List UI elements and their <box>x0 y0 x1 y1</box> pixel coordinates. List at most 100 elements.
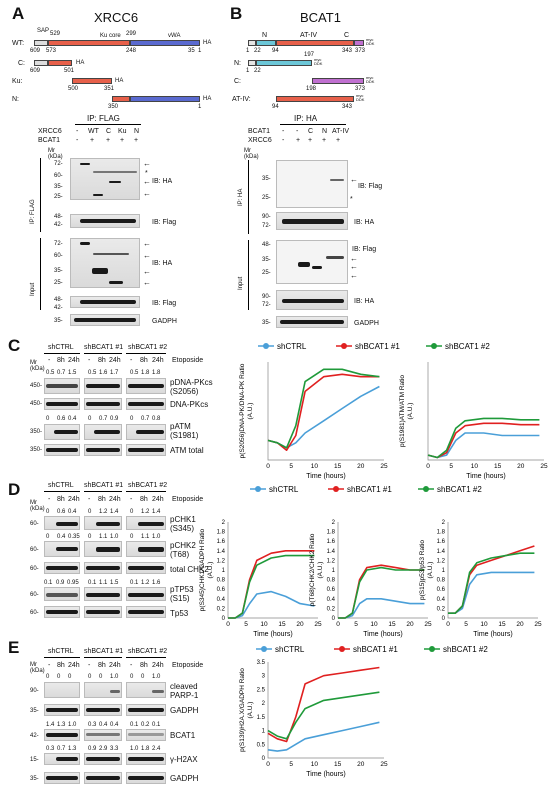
y-tick-label: 1 <box>262 729 266 735</box>
c-grp-line <box>84 353 122 354</box>
c-band <box>86 448 120 452</box>
d-q: 1.0 <box>152 534 161 540</box>
series-line-shbcat1-2 <box>267 691 380 740</box>
b-mk: 90- <box>262 294 271 300</box>
d-band <box>46 593 78 597</box>
arrow-icon: ← <box>143 177 151 186</box>
b-mk: 25- <box>262 195 271 201</box>
a-mk: 48- <box>54 297 63 303</box>
e-etoposide: Etoposide <box>172 662 204 669</box>
x-axis-label: Time (hours) <box>473 631 512 638</box>
c-band <box>46 448 78 452</box>
d-band <box>138 522 164 526</box>
c-band <box>86 384 120 388</box>
e-q: 0.3 <box>46 746 55 752</box>
b-num: 94 <box>272 48 279 54</box>
panel-label-c: C <box>8 336 21 355</box>
a-mk: 42- <box>54 222 63 228</box>
c-t: - <box>48 357 51 364</box>
construct-wt-label: WT: <box>12 40 25 47</box>
legend-label: shCTRL <box>275 645 305 654</box>
d-t: - <box>88 496 91 503</box>
y-tick-label: 1.4 <box>437 549 446 555</box>
legend-label: shBCAT1 #2 <box>437 485 482 494</box>
x-tick-label: 5 <box>449 463 453 470</box>
legend-item: shBCAT1 #2 <box>426 342 490 351</box>
e-band <box>46 776 78 780</box>
e-q: 0.4 <box>99 722 108 728</box>
y-tick-label: 0.6 <box>437 587 446 593</box>
b-ib-4: IB: HA <box>354 298 375 305</box>
wt-num-299: 299 <box>126 31 137 37</box>
e-band <box>56 757 78 761</box>
d-q: 1.5 <box>110 580 119 586</box>
c-mk: 350- <box>30 447 43 453</box>
d-q: 1.6 <box>152 580 161 586</box>
a-ib-5: GADPH <box>152 318 177 325</box>
a-band <box>80 219 136 223</box>
c-label: pATM (S1981) <box>170 422 199 441</box>
x-tick-label: 25 <box>424 621 432 628</box>
b-v: N <box>322 128 328 135</box>
y-axis-label: (A.U.) <box>207 562 214 579</box>
y-axis-label: (A.U.) <box>317 562 324 579</box>
ku-num-500: 500 <box>68 86 79 92</box>
d-q: 0.1 <box>44 580 53 586</box>
d-band <box>96 547 120 552</box>
c-sap <box>34 60 48 66</box>
d-band <box>56 522 78 526</box>
c-group-1: shCTRL <box>48 344 74 351</box>
d-mk: 60- <box>30 547 39 553</box>
b-ib-2: IB: HA <box>354 219 375 226</box>
a-input-bracket <box>40 238 41 310</box>
b-seg <box>276 96 354 102</box>
y-tick-label: 0 <box>442 616 446 622</box>
b-num: 1 <box>246 68 250 74</box>
e-t: - <box>48 662 51 669</box>
d-t: 24h <box>152 496 164 503</box>
c-mk: 350- <box>30 429 43 435</box>
y-tick-label: 0.2 <box>327 606 336 612</box>
b-input-bracket <box>248 240 249 310</box>
y-tick-label: 1.2 <box>327 558 336 564</box>
d-q: 1.1 <box>141 534 150 540</box>
x-tick-label: 15 <box>334 761 342 768</box>
a-blot-input-ha <box>70 238 140 288</box>
b-row-bcat1: BCAT1 <box>248 128 271 135</box>
b-top-at: AT-IV <box>300 32 317 39</box>
x-tick-label: 10 <box>480 621 488 628</box>
legend-label: shBCAT1 #2 <box>443 645 488 654</box>
ku-domain-bar <box>72 78 112 84</box>
line-chart: 0 5 10 15 20 25 0 0.2 0.4 0.6 0.8 1 1.2 1.4 1.6 1.8 2 Tim… <box>419 520 542 638</box>
b-ib-1: IB: Flag <box>358 183 383 190</box>
c-q2: 0.9 <box>110 416 119 422</box>
panel-label-d: D <box>8 480 21 499</box>
e-mk: 35- <box>30 776 39 782</box>
c-band <box>86 402 120 406</box>
d-band <box>46 610 78 614</box>
e-group: shCTRL <box>48 648 74 655</box>
x-axis-label: Time (hours) <box>363 631 402 638</box>
legend-label: shBCAT1 #1 <box>355 342 400 351</box>
d-t: - <box>130 496 133 503</box>
d-q: 0.95 <box>67 580 79 586</box>
d-band <box>138 547 164 552</box>
ku-core-label: Ku core <box>100 33 121 39</box>
c-group-2: shBCAT1 #1 <box>84 344 124 351</box>
e-grp-line <box>126 657 166 658</box>
d-t: 24h <box>109 496 121 503</box>
e-q: 0 <box>130 674 134 680</box>
d-band <box>128 566 164 570</box>
x-tick-label: 25 <box>540 463 548 470</box>
e-q: 0 <box>57 674 61 680</box>
e-mk: 15- <box>30 757 39 763</box>
c-t: 24h <box>68 357 80 364</box>
e-label: GADPH <box>170 774 199 783</box>
c-q2: 0.7 <box>99 416 108 422</box>
d-t: 24h <box>68 496 80 503</box>
b-star: * <box>350 196 353 203</box>
c-band <box>94 430 120 434</box>
e-q: 0.3 <box>88 722 97 728</box>
b-v: + <box>322 137 327 144</box>
x-tick-label: 10 <box>471 463 479 470</box>
